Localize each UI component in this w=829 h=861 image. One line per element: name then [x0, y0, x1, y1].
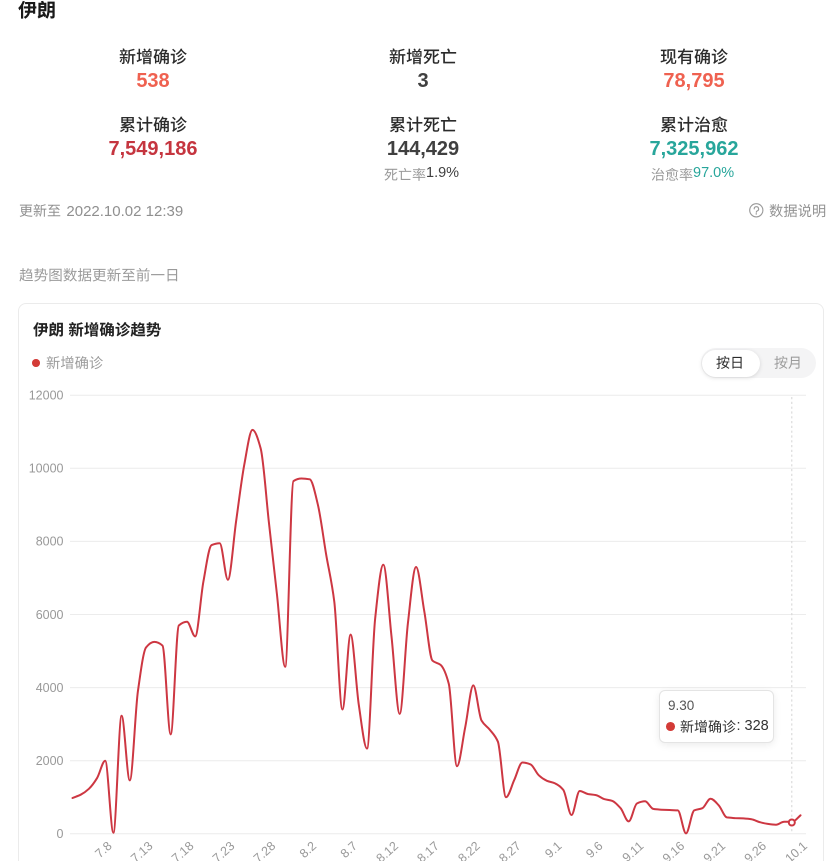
svg-text:7.28: 7.28: [251, 839, 278, 861]
svg-text:8.17: 8.17: [414, 839, 441, 861]
svg-text:7.23: 7.23: [210, 839, 237, 861]
svg-text:9.11: 9.11: [620, 839, 647, 861]
svg-text:9.1: 9.1: [542, 839, 564, 861]
svg-text:2000: 2000: [36, 754, 64, 768]
svg-text:8.12: 8.12: [374, 839, 401, 861]
svg-text:8.27: 8.27: [496, 839, 523, 861]
svg-text:7.8: 7.8: [92, 839, 114, 861]
svg-text:12000: 12000: [29, 389, 64, 403]
svg-text:8000: 8000: [36, 535, 64, 549]
svg-text:9.26: 9.26: [742, 839, 769, 861]
svg-text:10000: 10000: [29, 462, 64, 476]
svg-text:8.2: 8.2: [297, 839, 319, 861]
svg-text:7.13: 7.13: [128, 839, 155, 861]
svg-text:9.16: 9.16: [660, 839, 687, 861]
svg-text:6000: 6000: [36, 608, 64, 622]
svg-text:7.18: 7.18: [169, 839, 196, 861]
svg-text:10.1: 10.1: [783, 839, 810, 861]
svg-text:9.6: 9.6: [583, 839, 605, 861]
svg-text:8.22: 8.22: [455, 839, 482, 861]
svg-text:9.21: 9.21: [701, 839, 728, 861]
svg-text:8.7: 8.7: [338, 839, 360, 861]
svg-text:4000: 4000: [36, 681, 64, 695]
svg-text:0: 0: [57, 827, 64, 841]
